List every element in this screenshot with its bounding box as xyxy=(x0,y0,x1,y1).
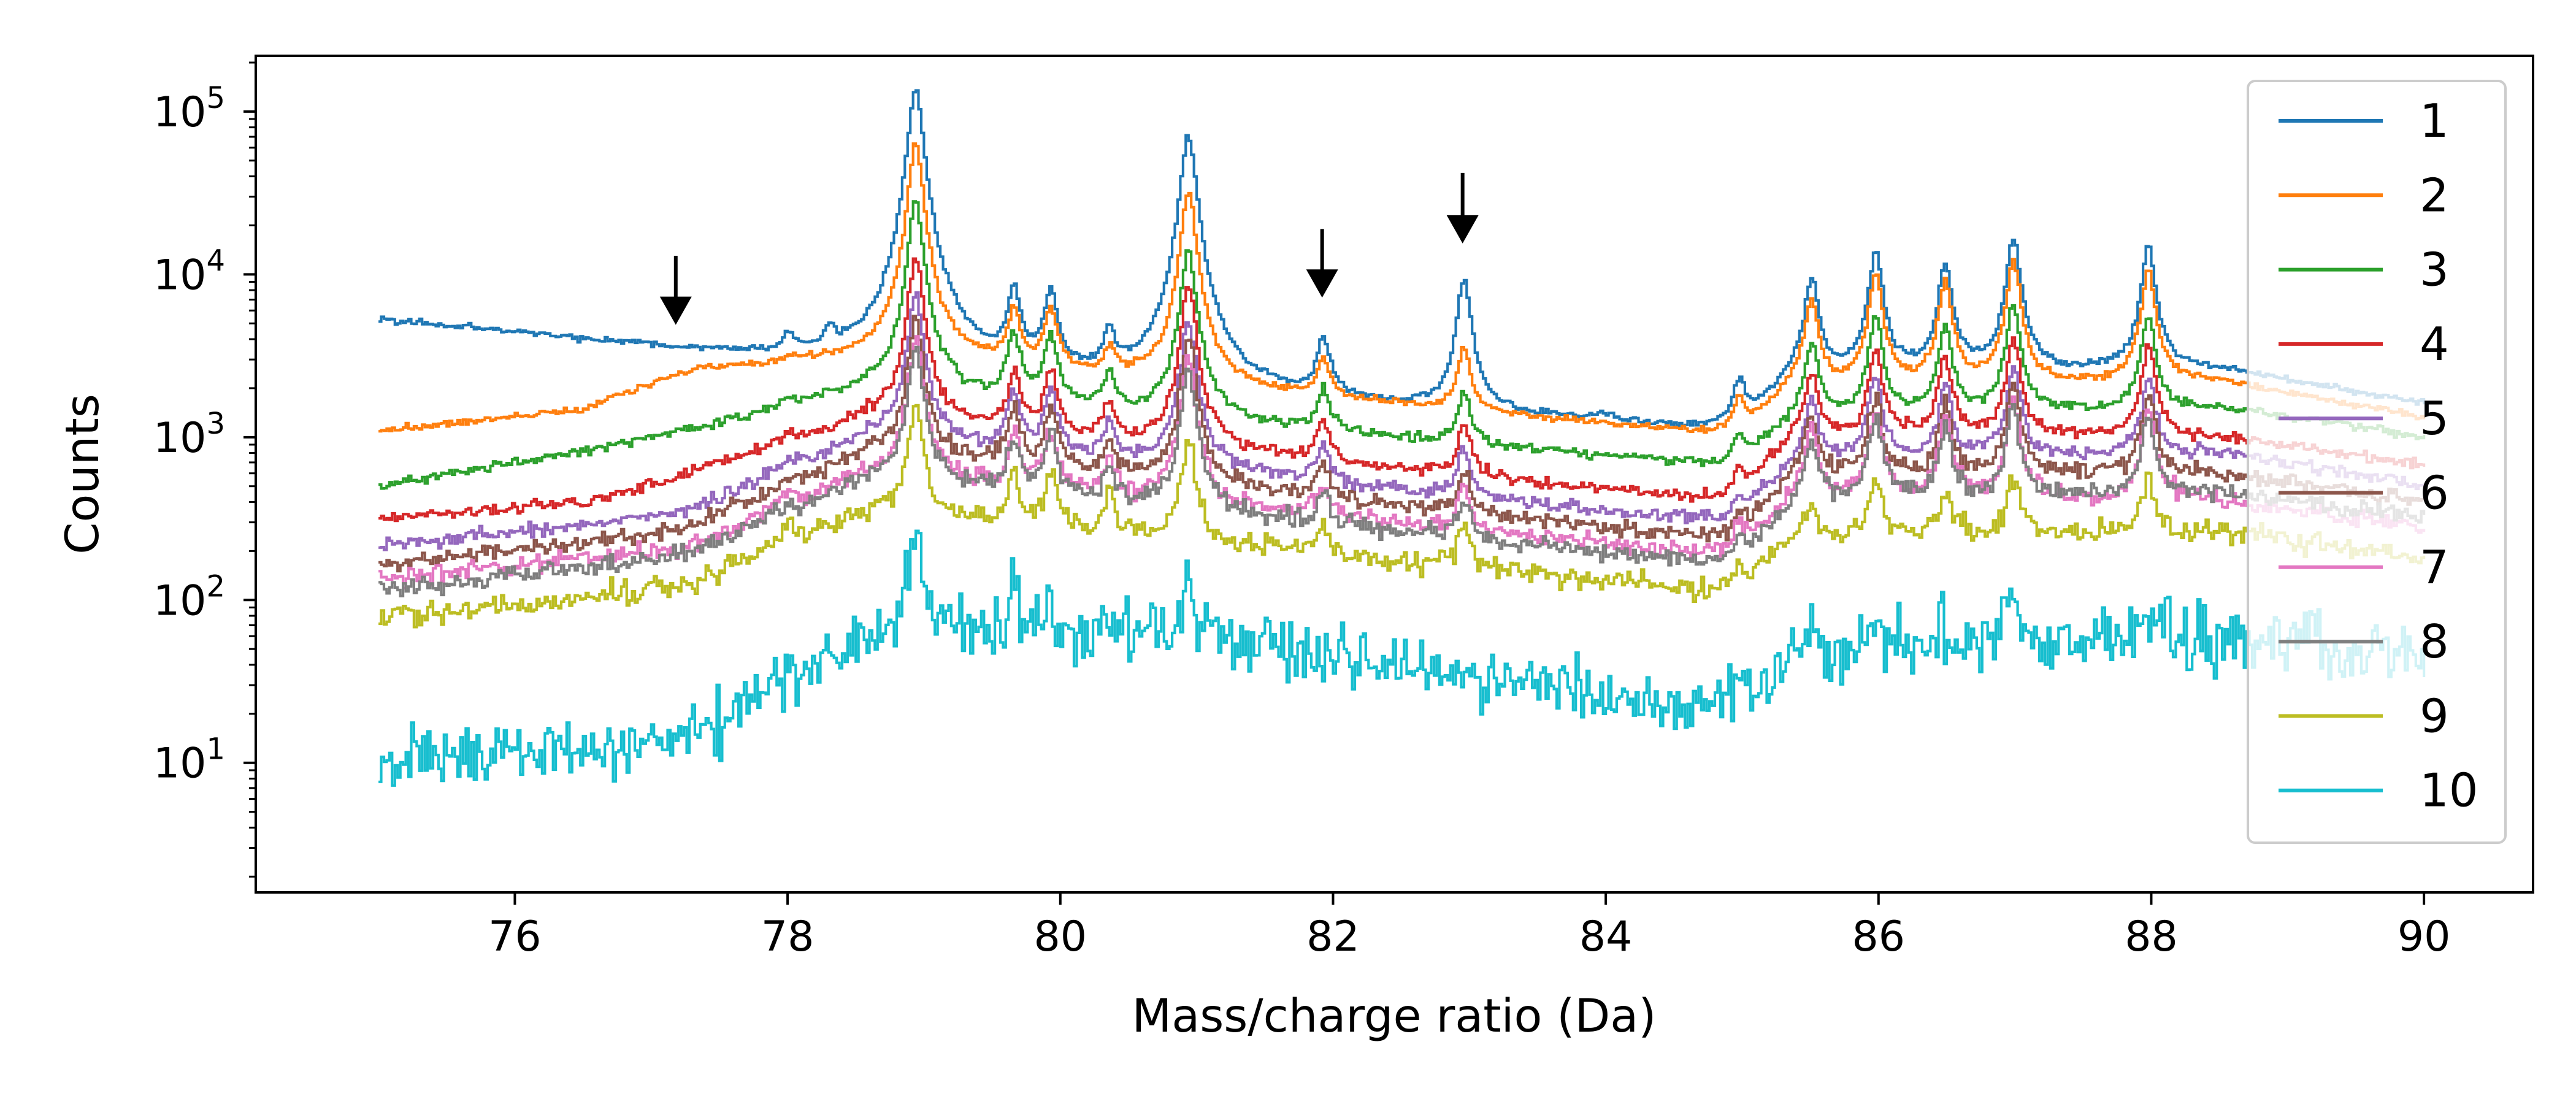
annotation-arrow-head xyxy=(1306,269,1338,298)
y-tick-label: 102 xyxy=(153,569,225,625)
y-tick-label: 101 xyxy=(153,732,225,788)
series-layer xyxy=(378,89,2426,787)
legend-label-4: 4 xyxy=(2420,317,2449,371)
y-tick-label: 105 xyxy=(153,81,225,137)
x-tick-label: 82 xyxy=(1306,913,1360,961)
series-line-10 xyxy=(378,529,2426,787)
y-tick-label: 103 xyxy=(153,407,225,462)
y-tick-label: 104 xyxy=(153,243,225,299)
x-tick-label: 76 xyxy=(488,913,542,961)
series-line-5 xyxy=(378,291,2426,551)
x-tick-label: 78 xyxy=(761,913,815,961)
x-axis-label: Mass/charge ratio (Da) xyxy=(1132,989,1657,1043)
series-line-1 xyxy=(378,89,2426,427)
legend-label-7: 7 xyxy=(2420,540,2449,594)
legend-label-8: 8 xyxy=(2420,615,2449,669)
legend: 1 2 3 4 5 6 7 8 9 10 xyxy=(2247,80,2507,844)
legend-label-10: 10 xyxy=(2420,764,2478,818)
x-tick-label: 86 xyxy=(1852,913,1906,961)
legend-label-2: 2 xyxy=(2420,168,2449,222)
legend-entries: 1 2 3 4 5 6 7 8 9 10 xyxy=(2279,94,2478,818)
series-line-3 xyxy=(378,200,2426,490)
legend-label-6: 6 xyxy=(2420,466,2449,520)
x-tick-label: 88 xyxy=(2125,913,2178,961)
annotation-arrow-head xyxy=(1446,215,1479,243)
series-line-4 xyxy=(378,257,2426,523)
series-line-8 xyxy=(378,345,2426,597)
y-axis-label: Counts xyxy=(55,394,109,554)
legend-label-1: 1 xyxy=(2420,94,2449,148)
series-line-6 xyxy=(378,315,2426,573)
x-tick-label: 90 xyxy=(2398,913,2451,961)
legend-label-5: 5 xyxy=(2420,391,2449,445)
series-line-2 xyxy=(378,142,2426,434)
legend-label-3: 3 xyxy=(2420,243,2449,297)
x-tick-label: 80 xyxy=(1034,913,1087,961)
x-tick-label: 84 xyxy=(1579,913,1633,961)
series-line-9 xyxy=(378,404,2426,629)
legend-label-9: 9 xyxy=(2420,689,2449,743)
annotation-layer xyxy=(659,172,1479,325)
annotation-arrow-head xyxy=(659,296,692,325)
